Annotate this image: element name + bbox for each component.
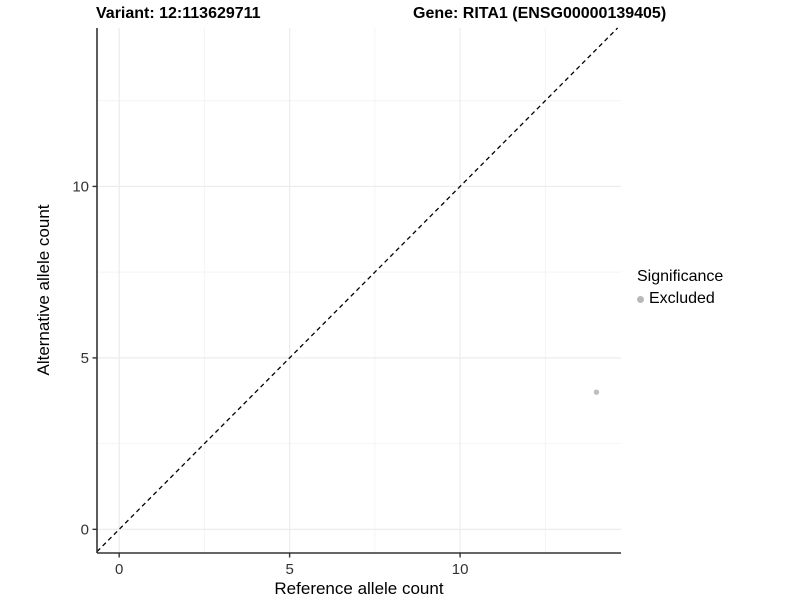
y-axis-title: Alternative allele count: [34, 204, 53, 376]
y-tick-label: 5: [81, 350, 89, 367]
x-tick-label: 10: [452, 561, 469, 578]
x-tick-label: 5: [285, 561, 293, 578]
legend-item-label: Excluded: [649, 290, 715, 307]
legend: Significance Excluded: [637, 268, 723, 308]
plot-title-variant: Variant: 12:113629711: [96, 5, 261, 22]
identity-line: [96, 27, 619, 553]
data-point: [593, 389, 600, 395]
x-tick-label: 0: [115, 561, 123, 578]
legend-point-icon: [637, 295, 644, 303]
legend-title: Significance: [637, 268, 724, 285]
y-tick-label: 10: [72, 178, 89, 195]
plot-title-gene: Gene: RITA1 (ENSG00000139405): [413, 5, 667, 22]
x-axis-title: Reference allele count: [274, 579, 444, 598]
y-tick-label: 0: [81, 521, 89, 538]
legend-item-excluded: Excluded: [637, 290, 723, 308]
